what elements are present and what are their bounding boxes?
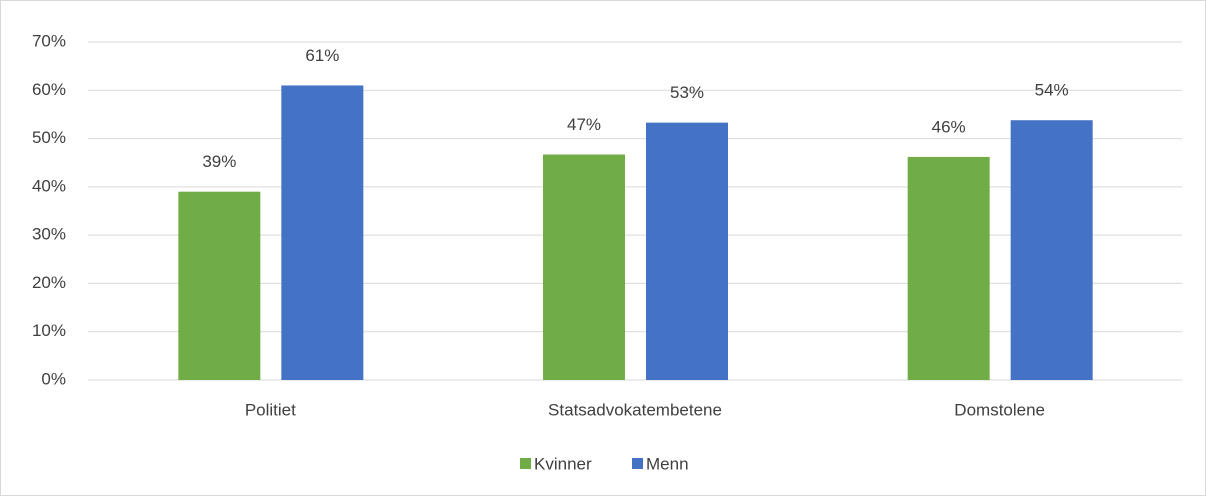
bar <box>281 85 364 380</box>
legend-swatch <box>520 458 531 469</box>
legend-label: Kvinner <box>534 454 592 473</box>
y-tick-label: 10% <box>32 321 66 340</box>
data-label: 39% <box>202 152 236 171</box>
legend-swatch <box>632 458 643 469</box>
y-tick-label: 0% <box>41 369 66 388</box>
y-tick-label: 40% <box>32 176 66 195</box>
bar <box>178 191 261 380</box>
y-tick-label: 60% <box>32 80 66 99</box>
y-tick-label: 70% <box>32 31 66 50</box>
x-tick-label: Statsadvokatembetene <box>548 400 722 419</box>
x-tick-label: Domstolene <box>954 400 1045 419</box>
legend-label: Menn <box>646 454 689 473</box>
data-label: 61% <box>305 46 339 65</box>
y-tick-label: 50% <box>32 128 66 147</box>
data-label: 53% <box>670 83 704 102</box>
y-tick-label: 20% <box>32 273 66 292</box>
x-tick-label: Politiet <box>245 400 296 419</box>
data-label: 54% <box>1035 81 1069 100</box>
data-label: 46% <box>932 117 966 136</box>
bar <box>907 156 990 380</box>
y-tick-label: 30% <box>32 225 66 244</box>
bar <box>646 122 728 380</box>
data-label: 47% <box>567 115 601 134</box>
bar <box>1010 120 1093 381</box>
bar <box>543 154 625 380</box>
